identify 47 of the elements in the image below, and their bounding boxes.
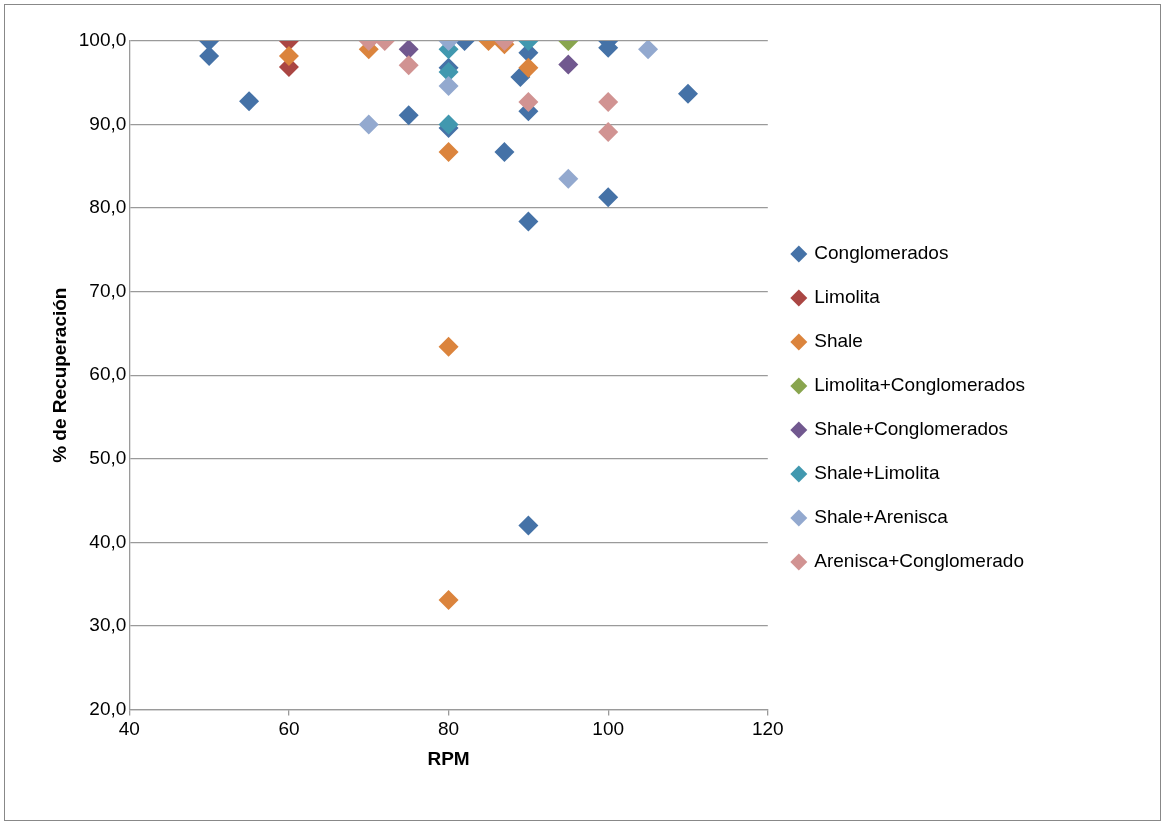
point [358, 114, 379, 135]
point [598, 187, 619, 208]
point [558, 168, 579, 189]
x-tick-label: 120 [751, 718, 784, 740]
y-tick-label: 60,0 [89, 363, 127, 385]
y-tick-label: 80,0 [89, 196, 127, 218]
point [598, 91, 619, 112]
point [638, 41, 659, 60]
point [398, 41, 419, 60]
point [278, 46, 299, 67]
y-tick-label: 20,0 [89, 697, 127, 719]
point [494, 142, 515, 163]
y-tick-label: 40,0 [89, 530, 127, 552]
point [558, 54, 579, 75]
legend-label: Arenisca+Conglomerado [814, 550, 1024, 572]
point [438, 76, 459, 97]
point [598, 122, 619, 143]
point [438, 589, 459, 610]
point [438, 336, 459, 357]
y-axis-title: % de Recuperación [48, 287, 70, 463]
x-tick-label: 40 [118, 718, 140, 740]
point [199, 46, 220, 67]
legend-label: Shale+Limolita [814, 462, 940, 484]
legend-label: Shale+Conglomerados [814, 418, 1009, 440]
y-tick-label: 30,0 [89, 614, 127, 636]
point [438, 142, 459, 163]
point [518, 515, 539, 536]
point [678, 83, 698, 104]
point [518, 211, 539, 232]
y-tick-label: 90,0 [89, 112, 127, 134]
x-tick-label: 100 [592, 718, 625, 740]
legend-label: Limolita [814, 286, 881, 308]
y-tick-label: 70,0 [89, 279, 127, 301]
legend-label: Shale [814, 330, 863, 352]
point [518, 57, 539, 78]
x-axis-title: RPM [427, 747, 470, 769]
y-tick-label: 50,0 [89, 446, 127, 468]
point [398, 55, 419, 76]
y-tick-label: 100,0 [78, 29, 127, 51]
point [239, 91, 260, 112]
legend-label: Shale+Arenisca [814, 506, 949, 528]
legend-label: Conglomerados [814, 242, 949, 264]
legend-label: Limolita+Conglomerados [814, 374, 1026, 396]
x-tick-label: 80 [438, 718, 460, 740]
point [398, 105, 419, 126]
point [518, 91, 539, 112]
x-tick-label: 60 [278, 718, 300, 740]
